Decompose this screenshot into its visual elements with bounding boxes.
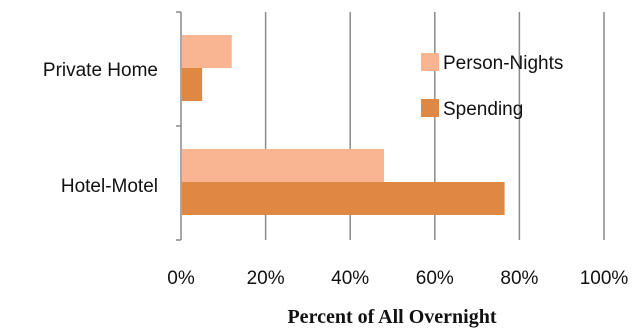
x-tick-label: 80% [500, 268, 538, 289]
bar [182, 182, 505, 215]
axes [176, 11, 182, 241]
legend: Person-Nights Spending [421, 53, 563, 120]
bars [182, 35, 505, 215]
x-axis-label: Percent of All Overnight [287, 306, 496, 328]
category-label: Hotel-Motel [61, 176, 158, 197]
legend-swatch [421, 53, 439, 71]
category-labels: Private Home Hotel-Motel [43, 60, 158, 197]
x-tick-label: 100% [580, 268, 629, 289]
legend-label: Person-Nights [443, 53, 563, 74]
legend-swatch [421, 99, 439, 117]
x-tick-label: 60% [416, 268, 454, 289]
bar [182, 149, 385, 182]
x-tick-labels: 0% 20% 40% 60% 80% 100% [167, 268, 628, 289]
legend-label: Spending [443, 99, 523, 120]
x-tick-label: 40% [331, 268, 369, 289]
x-tick-label: 20% [247, 268, 285, 289]
x-tick-label: 0% [167, 268, 195, 289]
category-label: Private Home [43, 60, 158, 81]
bar [182, 35, 232, 68]
bar [182, 68, 203, 101]
